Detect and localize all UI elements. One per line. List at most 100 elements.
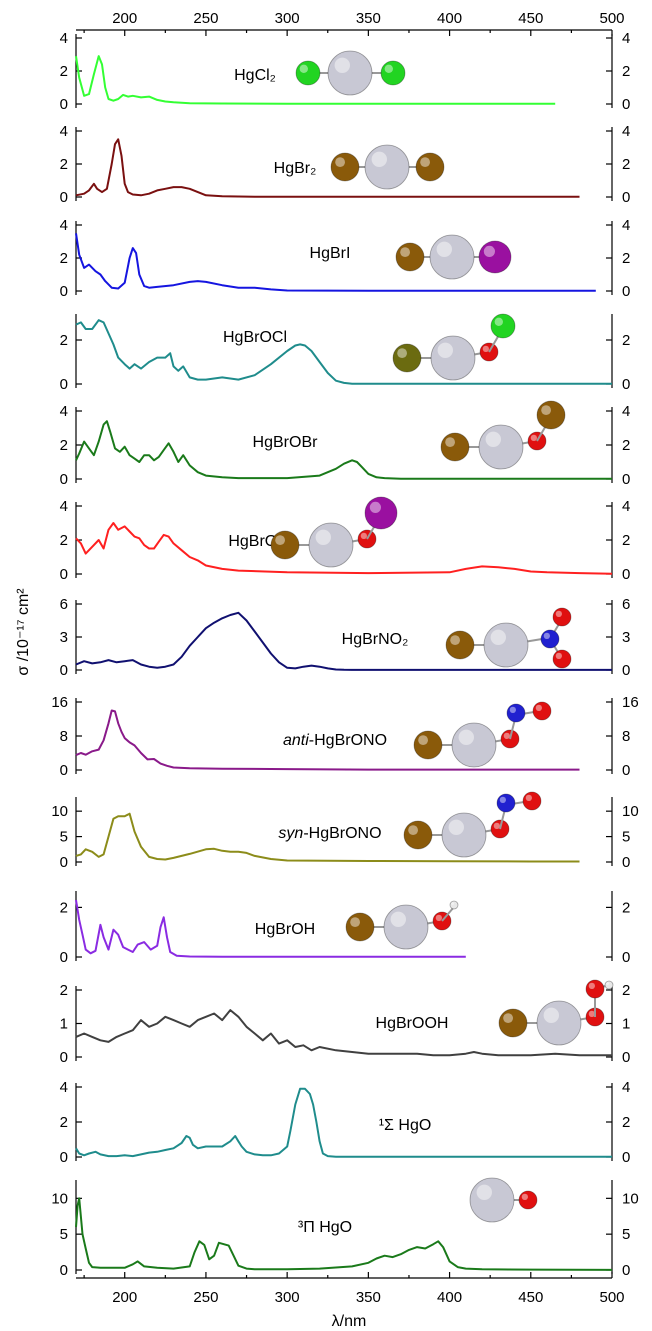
- atom-highlight: [335, 157, 345, 168]
- atom-ball: [327, 50, 373, 96]
- y-tick-label: 4: [60, 403, 68, 420]
- panel-4: 0 0 2 2 4 4 HgBrOBr: [60, 400, 630, 488]
- y-tick-label-right: 5: [622, 829, 630, 846]
- y-tick-label: 0: [60, 1149, 68, 1166]
- atom-highlight: [503, 1013, 513, 1023]
- panel-5: 0 0 2 2 4 4 HgBrOI: [60, 496, 630, 583]
- atom-ball: [413, 730, 443, 760]
- y-tick-label-right: 0: [622, 471, 630, 488]
- atom-ball: [445, 630, 475, 660]
- atom-ball: [536, 400, 566, 430]
- atom-ball: [440, 432, 470, 462]
- y-tick-label: 0: [60, 96, 68, 113]
- y-tick-label-right: 2: [622, 437, 630, 454]
- y-tick-label-right: 2: [622, 332, 630, 349]
- y-tick-label-right: 8: [622, 728, 630, 745]
- panel-label: HgBrOH: [255, 921, 315, 938]
- y-tick-label-right: 0: [622, 189, 630, 206]
- molecule-model: [295, 50, 406, 96]
- atom-ball: [522, 791, 542, 811]
- series-line: [75, 1087, 612, 1158]
- y-tick-label: 0: [60, 189, 68, 206]
- atom-ball: [469, 1177, 515, 1223]
- y-tick-label: 8: [60, 728, 68, 745]
- atom-highlight: [555, 652, 562, 659]
- y-tick-label: 4: [60, 123, 68, 140]
- molecule-model: [270, 496, 398, 568]
- atom-highlight: [390, 911, 406, 927]
- atom-ball: [380, 60, 406, 86]
- panel-label: syn-HgBrONO: [278, 825, 381, 842]
- y-tick-label-right: 6: [622, 596, 630, 613]
- x-tick-label: 400: [437, 10, 462, 27]
- atom-highlight: [503, 732, 510, 739]
- atom-highlight: [588, 1010, 595, 1017]
- y-tick-label-right: 2: [622, 1114, 630, 1131]
- atom-highlight: [445, 437, 455, 447]
- atom-highlight: [397, 348, 407, 358]
- bottom-x-axis: 200 250 300 350 400 450 500: [76, 1272, 625, 1306]
- y-tick-label: 4: [60, 498, 68, 515]
- y-tick-label: 10: [51, 1190, 68, 1207]
- x-tick-label: 450: [518, 10, 543, 27]
- atom-ball: [451, 722, 497, 768]
- panel-label: HgBrI: [310, 245, 351, 262]
- y-tick-label-right: 4: [622, 123, 630, 140]
- x-tick-label: 450: [518, 1289, 543, 1306]
- y-tick-label: 2: [60, 437, 68, 454]
- atom-ball: [540, 629, 560, 649]
- atom-highlight: [494, 317, 503, 326]
- atom-highlight: [408, 825, 418, 835]
- y-tick-label: 0: [60, 762, 68, 779]
- y-tick-label-right: 0: [622, 376, 630, 393]
- y-tick-label-right: 0: [622, 1049, 630, 1066]
- atom-highlight: [555, 610, 562, 617]
- x-tick-label: 400: [437, 1289, 462, 1306]
- series-line: [75, 709, 580, 771]
- y-tick-label-right: 4: [622, 498, 630, 515]
- panel-7: 0 0 8 8 16 16 anti-HgBrONO: [51, 694, 638, 779]
- x-axis-title: λ/nm: [332, 1313, 367, 1330]
- y-tick-label-right: 0: [622, 949, 630, 966]
- atom-ball: [498, 1008, 528, 1038]
- atom-ball: [364, 496, 398, 530]
- series-line: [75, 522, 613, 575]
- panel-8: 0 0 5 5 10 10 syn-HgBrONO: [51, 791, 639, 871]
- panel-label: ¹Σ HgO: [379, 1117, 432, 1134]
- bond-line: [441, 906, 455, 922]
- atom-ball: [483, 622, 529, 668]
- atom-ball: [532, 701, 552, 721]
- y-tick-label: 10: [51, 803, 68, 820]
- panel-12: 0 0 5 5 10 10 ³Π HgO: [51, 1177, 639, 1279]
- series-line: [75, 420, 612, 480]
- y-tick-label-right: 2: [622, 899, 630, 916]
- label-prefix: anti: [283, 732, 309, 749]
- atom-highlight: [371, 151, 387, 167]
- x-tick-label: 200: [112, 1289, 137, 1306]
- atom-highlight: [606, 982, 609, 985]
- atom-ball: [552, 649, 572, 669]
- molecule-model: [345, 900, 459, 950]
- atom-ball: [496, 793, 516, 813]
- panel-label: anti-HgBrONO: [283, 732, 387, 749]
- series-line: [75, 611, 612, 671]
- panel-label: HgBrNO₂: [342, 631, 409, 648]
- y-tick-label: 6: [60, 596, 68, 613]
- top-x-axis: 200 250 300 350 400 450 500: [76, 10, 625, 36]
- y-tick-label-right: 2: [622, 532, 630, 549]
- molecule-model: [440, 400, 566, 470]
- x-tick-label: 350: [356, 1289, 381, 1306]
- y-axis-title: σ /10⁻¹⁷ cm²: [15, 588, 32, 676]
- y-tick-label-right: 0: [622, 762, 630, 779]
- y-tick-label-right: 5: [622, 1226, 630, 1243]
- atom-highlight: [420, 157, 430, 168]
- y-tick-label: 0: [60, 471, 68, 488]
- atom-ball: [295, 60, 321, 86]
- atom-ball: [506, 703, 526, 723]
- atom-ball: [430, 335, 476, 381]
- series-line: [75, 233, 596, 292]
- atom-highlight: [543, 1007, 559, 1023]
- atom-highlight: [350, 917, 360, 927]
- atom-highlight: [535, 704, 542, 711]
- y-tick-label-right: 0: [622, 566, 630, 583]
